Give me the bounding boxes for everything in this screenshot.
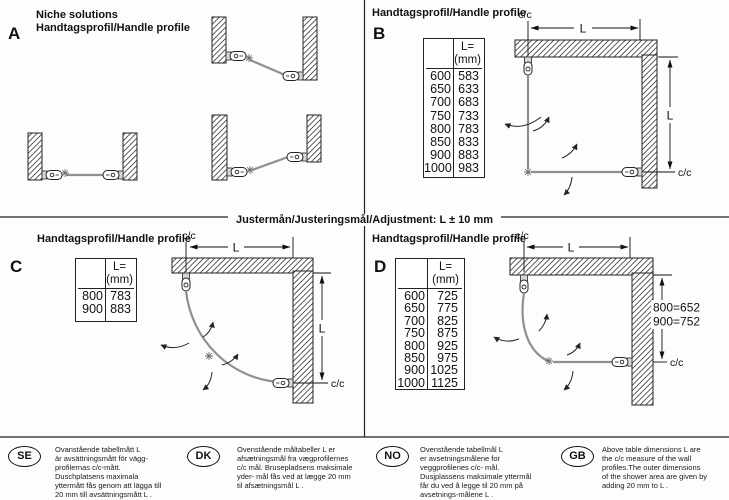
panel-b-table-rows: 600 583 650 633 700 683 750 733 800 783 850 83… — [424, 69, 484, 176]
adjustment-note: Justermån/Justeringsmål/Adjustment: L ± … — [227, 214, 502, 226]
language-badge-no: NO — [376, 446, 409, 467]
language-badge-se: SE — [8, 446, 41, 467]
table-row: 900 1025 — [404, 363, 458, 378]
footer-text-dk: Ovenstående måltabeller L er afsætningsm… — [237, 445, 353, 490]
panel-c-title: Handtagsprofil/Handle profile — [37, 233, 192, 245]
language-badge-dk: DK — [187, 446, 220, 467]
panel-d-header-mm: (mm) — [432, 273, 459, 286]
table-row: 750 733 — [430, 108, 479, 123]
panel-c-table-header-underline — [78, 288, 134, 290]
panel-b-table-header: L= (mm) — [454, 41, 481, 66]
panel-a-letter: A — [8, 24, 21, 43]
panel-b-width-dim-label: L — [580, 22, 587, 36]
table-row: 600 725 — [404, 289, 458, 303]
panel-a-title-line2: Handtagsprofil/Handle profile — [36, 22, 191, 34]
table-row: 850 975 — [404, 350, 458, 365]
table-row: 700 825 — [404, 313, 458, 328]
panel-d-table-header-underline — [398, 288, 462, 290]
table-row: 900 883 — [430, 148, 479, 163]
panel-a-niche-diagram-1 — [211, 16, 318, 81]
table-row: 800 925 — [404, 338, 458, 353]
panel-d-drawing: c/c L c/c 800=652 900=752 — [493, 230, 703, 406]
panel-d-table-column-divider — [427, 259, 429, 389]
panel-b-height-dim-label: L — [667, 109, 674, 123]
panel-c-cc-bottom-label: c/c — [331, 378, 344, 390]
footer-text-se: Ovanstående tabellmått L är avsättningsm… — [55, 445, 162, 499]
panel-c-width-dim-label: L — [233, 241, 240, 255]
panel-c-table-header: L= (mm) — [106, 261, 133, 286]
panel-d-cc-top-label: c/c — [515, 230, 528, 242]
panel-a-title: Niche solutions Handtagsprofil/Handle pr… — [36, 9, 190, 35]
table-row: 700 683 — [430, 95, 479, 110]
table-row: 800 783 — [430, 121, 479, 136]
panel-c-cc-top-label: c/c — [182, 230, 195, 242]
table-row: 1000 983 — [424, 161, 479, 176]
panel-c-table-rows: 800 783 900 883 — [76, 289, 136, 317]
table-row: 1000 1125 — [397, 375, 458, 390]
panel-b-drawing: c/c L c/c L — [504, 9, 691, 196]
footer-text-no: Ovenstående tabellmål L er avsetningsmål… — [420, 445, 532, 499]
language-badge-gb: GB — [561, 446, 594, 467]
table-row: 650 633 — [430, 82, 479, 97]
panel-d-table: L= (mm) 600 725 650 775 700 825 750 875 800 9… — [395, 258, 465, 390]
panel-b-header-l: L= — [461, 41, 475, 53]
panel-d-width-dim-label: L — [568, 241, 575, 255]
table-row: 850 833 — [430, 134, 479, 149]
panel-b-cc-top-label: c/c — [518, 9, 531, 21]
panel-b-table-column-divider — [453, 39, 455, 177]
panel-d-letter: D — [374, 257, 387, 276]
panel-a-niche-diagram-3 — [211, 114, 322, 181]
panel-c-header-mm: (mm) — [106, 273, 133, 286]
panel-b-title: Handtagsprofil/Handle profile — [372, 7, 527, 19]
panel-d-dim-note-2: 900=752 — [653, 315, 700, 329]
panel-d-dim-note-1: 800=652 — [653, 301, 700, 315]
panel-a-niche-diagram-2 — [27, 132, 138, 181]
adjustment-divider: Justermån/Justeringsmål/Adjustment: L ± … — [0, 210, 729, 228]
panel-d-title: Handtagsprofil/Handle profile — [372, 233, 527, 245]
panel-b-header-mm: (mm) — [454, 53, 481, 66]
panel-d-header-l: L= — [439, 261, 453, 273]
table-row: 600 583 — [430, 69, 479, 83]
panel-c-letter: C — [10, 257, 23, 276]
panel-d-table-rows: 600 725 650 775 700 825 750 875 800 925 850 97… — [396, 289, 464, 390]
table-row: 800 783 — [82, 289, 131, 303]
panel-d-table-header: L= (mm) — [432, 261, 459, 286]
panel-d-cc-bottom-label: c/c — [670, 357, 683, 369]
panel-b-table: L= (mm) 600 583 650 633 700 683 750 733 800 7… — [423, 38, 485, 178]
table-row: 750 875 — [404, 326, 458, 341]
panel-b-letter: B — [373, 24, 386, 43]
panel-c-height-dim-label: L — [319, 322, 326, 336]
table-row: 900 883 — [82, 302, 131, 317]
table-row: 650 775 — [404, 301, 458, 316]
panel-b-cc-bottom-label: c/c — [678, 167, 691, 179]
footer-text-gb: Above table dimensions L are the c/c mea… — [602, 445, 708, 490]
panel-c-table-column-divider — [105, 259, 107, 321]
panel-b-table-header-underline — [426, 68, 482, 70]
panel-c-drawing: c/c L c/c L — [160, 230, 344, 404]
panel-c-header-l: L= — [113, 261, 127, 273]
panel-c-table: L= (mm) 800 783 900 883 — [75, 258, 137, 322]
panel-a-title-line1: Niche solutions — [36, 9, 118, 21]
